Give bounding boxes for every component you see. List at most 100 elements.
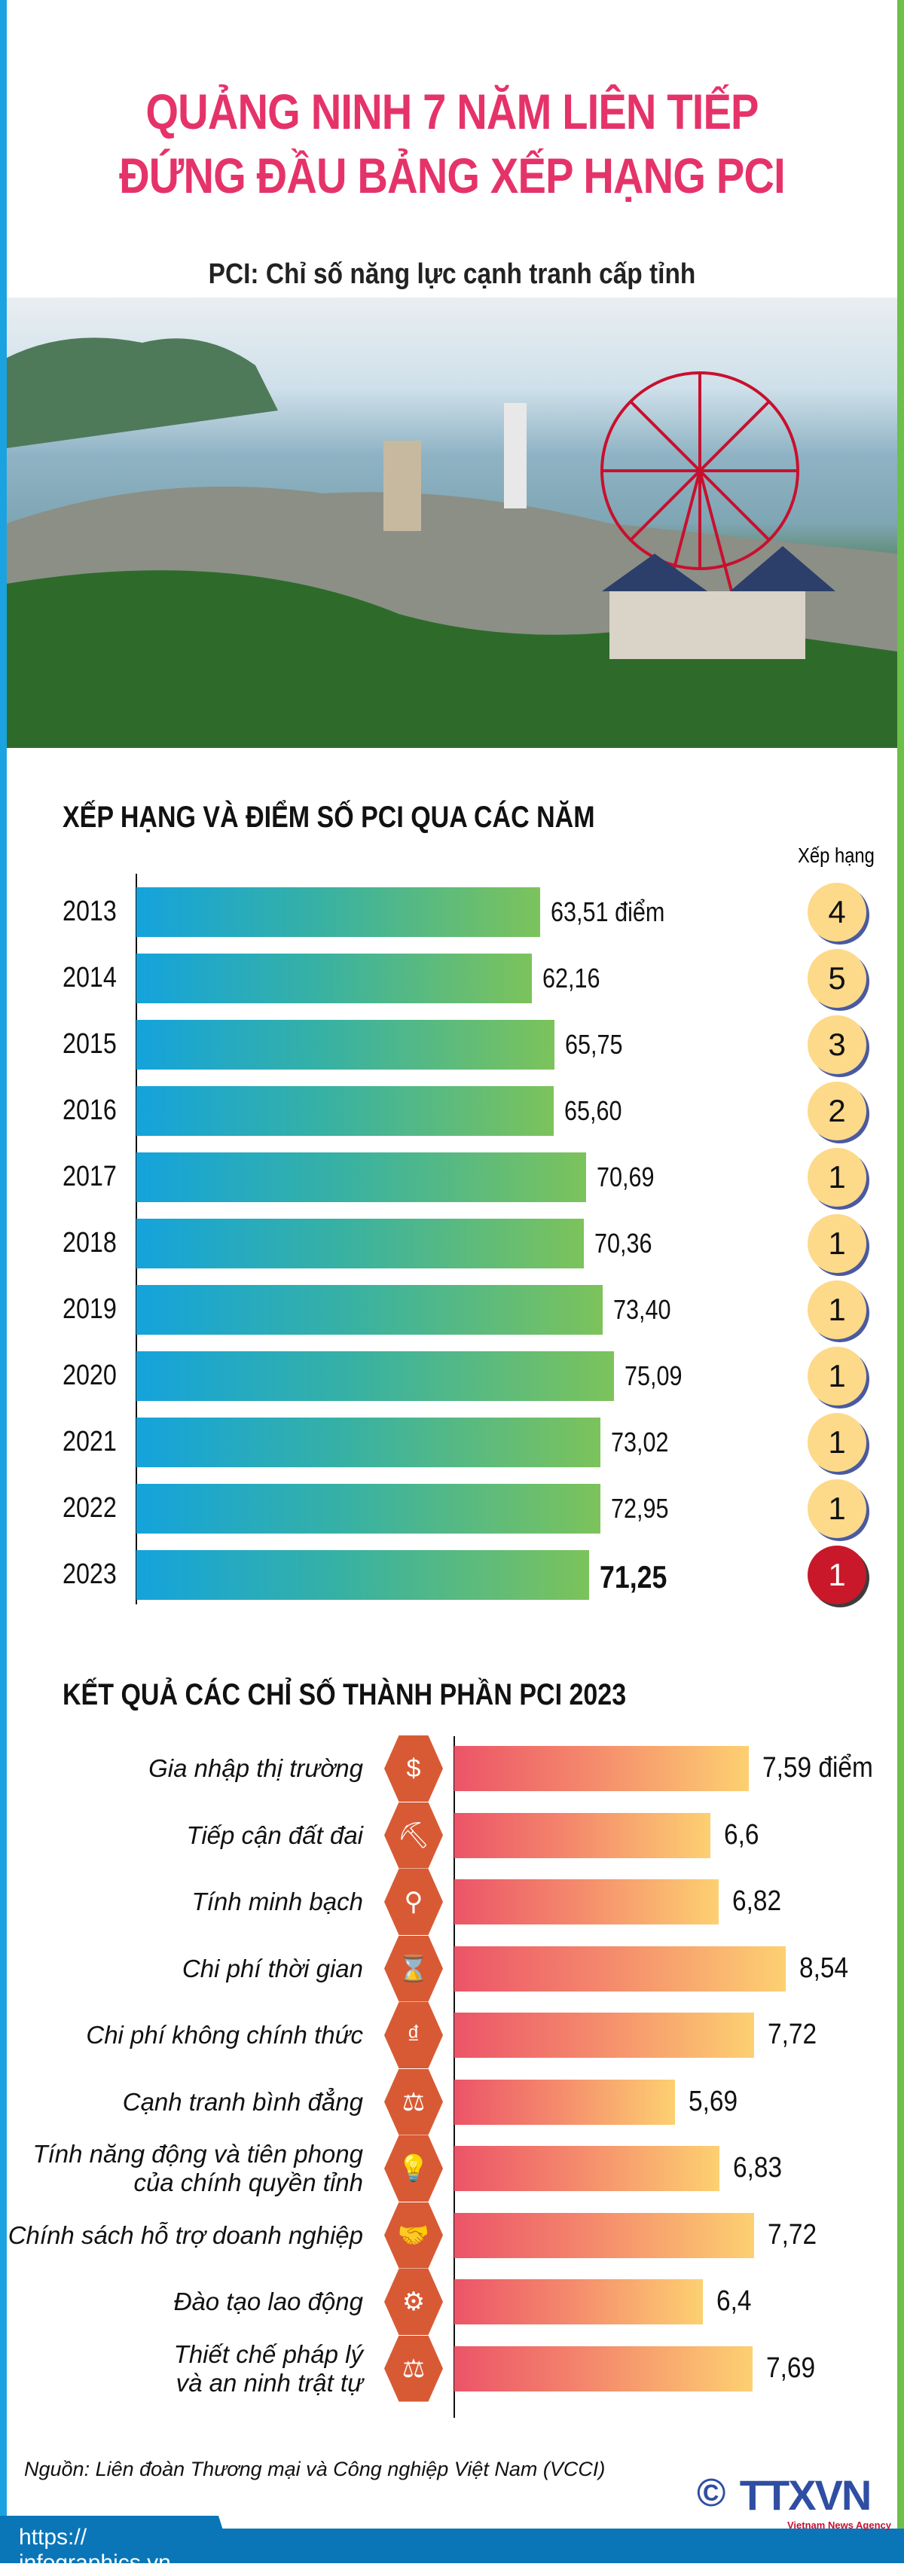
- ha-long-city-photo: [7, 298, 897, 748]
- scales-icon: ⚖: [384, 2335, 443, 2402]
- indicator-label-line: Chi phí thời gian: [182, 1954, 363, 1982]
- indicator-label-line: Chính sách hỗ trợ doanh nghiệp: [8, 2220, 363, 2249]
- indicator-bar: [454, 2346, 753, 2391]
- rank-badge: 2: [808, 1082, 866, 1140]
- score-label: 72,95: [610, 1493, 669, 1524]
- indicator-label: Tính minh bạch: [192, 1888, 363, 1916]
- indicator-value: 6,82: [732, 1885, 782, 1917]
- score-bar: [136, 1550, 590, 1600]
- score-label: 73,40: [613, 1294, 672, 1325]
- logo-subtext: Vietnam News Agency: [787, 2520, 891, 2531]
- money-icon: ₫: [384, 2002, 443, 2068]
- score-bar: [136, 1152, 586, 1202]
- score-bar: [136, 1351, 614, 1401]
- indicator-value: 7,69: [766, 2352, 816, 2384]
- indicator-label-line: Gia nhập thị trường: [148, 1754, 363, 1782]
- score-bar: [136, 1484, 600, 1534]
- rank-badge: 1: [808, 1347, 866, 1406]
- subtitle: PCI: Chỉ số năng lực cạnh tranh cấp tỉnh: [208, 258, 696, 290]
- title-line-1: QUẢNG NINH 7 NĂM LIÊN TIẾP: [145, 84, 759, 139]
- rank-badge: 3: [808, 1015, 866, 1074]
- indicator-value: 7,59 điểm: [762, 1752, 873, 1784]
- indicator-bar: [454, 1879, 719, 1924]
- land-access-icon: ⛏: [384, 1802, 443, 1869]
- rank-header: Xếp hạng: [797, 844, 875, 867]
- logo-text: TTXVN: [739, 2471, 872, 2519]
- score-label: 65,60: [563, 1095, 622, 1126]
- indicator-value: 7,72: [767, 2218, 817, 2251]
- training-icon: ⚙: [384, 2269, 443, 2335]
- indicator-label-line: Tính năng động và tiên phong: [32, 2140, 363, 2168]
- indicator-label-line: Tiếp cận đất đai: [186, 1821, 363, 1849]
- year-label: 2022: [63, 1492, 117, 1524]
- indicator-label: Cạnh tranh bình đẳng: [123, 2088, 363, 2117]
- indicator-label: Gia nhập thị trường: [148, 1754, 363, 1783]
- source-note: Nguồn: Liên đoàn Thương mại và Công nghi…: [24, 2458, 606, 2480]
- indicator-label-line: Cạnh tranh bình đẳng: [122, 2087, 363, 2116]
- title-line-2: ĐỨNG ĐẦU BẢNG XẾP HẠNG PCI: [119, 148, 786, 203]
- indicator-label: Tính năng động và tiên phong của chính qu…: [32, 2140, 363, 2197]
- indicator-label: Thiết chế pháp lý và an ninh trật tự: [174, 2340, 363, 2397]
- chart2-title: KẾT QUẢ CÁC CHỈ SỐ THÀNH PHẦN PCI 2023: [63, 1678, 627, 1711]
- score-label: 71,25: [600, 1559, 667, 1595]
- indicator-label-line: của chính quyền tỉnh: [133, 2169, 363, 2196]
- left-border: [0, 0, 7, 2563]
- year-label: 2013: [63, 896, 117, 927]
- indicator-bar: [454, 2212, 754, 2258]
- year-label: 2020: [63, 1360, 117, 1391]
- market-entry-icon: $: [384, 1735, 443, 1802]
- rank-badge: 5: [808, 949, 866, 1008]
- score-label: 62,16: [542, 963, 600, 993]
- rank-badge: 1: [808, 1413, 866, 1472]
- fair-competition-icon: ⚖: [384, 2068, 443, 2135]
- score-bar: [136, 1418, 601, 1467]
- score-label: 70,69: [596, 1161, 655, 1192]
- score-label: 65,75: [564, 1029, 623, 1060]
- indicator-label: Đào tạo lao động: [174, 2288, 363, 2316]
- rank-badge: 1: [808, 1280, 866, 1339]
- score-label: 75,09: [624, 1360, 683, 1391]
- right-border: [897, 0, 904, 2563]
- rank-badge: 1: [808, 1546, 866, 1604]
- indicator-label-line: Thiết chế pháp lý: [173, 2339, 363, 2368]
- indicator-bar: [454, 2279, 703, 2324]
- year-label: 2017: [63, 1161, 117, 1192]
- indicator-label: Chi phí thời gian: [182, 1955, 363, 1983]
- score-label: 63,51 điểm: [551, 896, 665, 927]
- indicator-value: 6,4: [716, 2285, 752, 2317]
- chart2-axis: [454, 1736, 455, 2418]
- transparency-icon: ⚲: [384, 1869, 443, 1935]
- indicator-bar: [454, 2013, 754, 2058]
- score-bar: [136, 1020, 554, 1070]
- indicator-value: 6,6: [723, 1818, 759, 1851]
- year-label: 2019: [63, 1293, 117, 1325]
- rank-badge: 1: [808, 1148, 866, 1207]
- lightbulb-icon: 💡: [384, 2135, 443, 2202]
- indicator-bar: [454, 1746, 749, 1791]
- indicator-value: 5,69: [689, 2085, 738, 2117]
- year-label: 2023: [63, 1558, 117, 1590]
- ttxvn-logo: © TTXVN Vietnam News Agency: [697, 2471, 891, 2531]
- indicator-label-line: Chi phí không chính thức: [86, 2021, 363, 2049]
- indicator-label-line: Tính minh bạch: [191, 1888, 363, 1915]
- indicator-bar: [454, 1946, 786, 1992]
- rank-badge: 4: [808, 883, 866, 942]
- year-label: 2018: [63, 1227, 117, 1259]
- score-bar: [136, 954, 532, 1003]
- indicator-label: Tiếp cận đất đai: [186, 1821, 363, 1850]
- score-label: 70,36: [594, 1228, 652, 1259]
- score-bar: [136, 1285, 603, 1335]
- website-url[interactable]: https:// infographics.vn: [0, 2516, 234, 2563]
- indicator-value: 7,72: [767, 2019, 817, 2050]
- photo-illustration: [7, 337, 897, 748]
- score-bar: [136, 1219, 584, 1268]
- score-bar: [136, 1086, 554, 1136]
- indicator-value: 8,54: [799, 1952, 848, 1984]
- indicator-value: 6,83: [732, 2152, 782, 2184]
- indicator-bar: [454, 2079, 676, 2125]
- handshake-icon: 🤝: [384, 2202, 443, 2269]
- indicator-label-line: và an ninh trật tự: [176, 2368, 363, 2397]
- year-label: 2014: [63, 962, 117, 993]
- indicator-label: Chính sách hỗ trợ doanh nghiệp: [8, 2221, 363, 2250]
- rank-badge: 1: [808, 1479, 866, 1538]
